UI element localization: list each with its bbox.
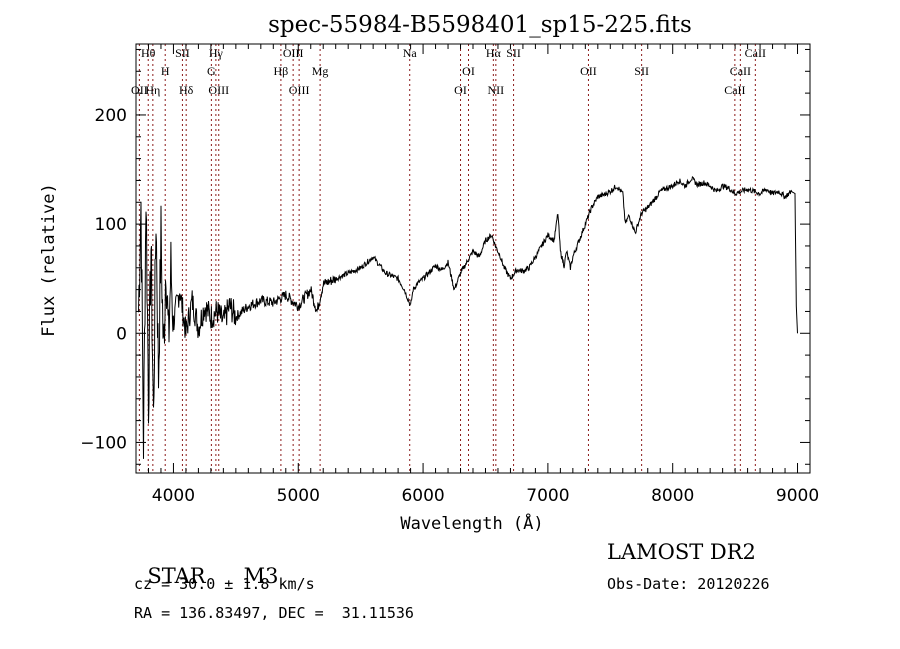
redshift-velocity: cz = 30.0 ± 1.8 km/s: [134, 575, 315, 593]
spectral-line-label: Hβ: [274, 64, 289, 78]
spectral-line-label: H: [161, 64, 170, 78]
spectrum-line: [138, 175, 798, 459]
object-subclass: M3: [243, 564, 279, 588]
x-axis-label: Wavelength (Å): [400, 512, 543, 534]
spectral-line-label: Hα: [486, 46, 502, 60]
y-tick-label: 200: [95, 106, 127, 126]
object-class: STAR M3: [134, 540, 278, 588]
spectral-line-label: G: [207, 64, 216, 78]
spectral-line-label: OII: [131, 83, 148, 97]
x-tick-label: 9000: [776, 486, 819, 506]
spectral-line-label: SII: [175, 46, 190, 60]
x-tick-label: 8000: [651, 486, 694, 506]
axis-ticks: [136, 44, 811, 473]
y-axis-label: Flux (relative): [39, 183, 59, 337]
y-tick-label: 100: [95, 215, 127, 235]
coordinates: RA = 136.83497, DEC = 31.11536: [134, 604, 414, 622]
spectral-line-label: OIII: [208, 83, 229, 97]
spectral-line-label: CaII: [730, 64, 751, 78]
survey-name: LAMOST DR2: [607, 540, 756, 564]
spectral-line-label: OII: [580, 64, 597, 78]
spectral-line-label: Hγ: [209, 46, 224, 60]
spectral-line-label: OIII: [283, 46, 304, 60]
x-tick-labels: 4000 5000 6000 7000 8000 9000: [152, 486, 819, 506]
spectral-lines: [138, 44, 756, 473]
spectral-line-label: Mg: [312, 64, 329, 78]
y-tick-label: 0: [116, 324, 127, 344]
spectral-line-label: Na: [403, 46, 418, 60]
spectral-line-label: OIII: [289, 83, 310, 97]
x-tick-label: 4000: [152, 486, 195, 506]
spectrum-series: [138, 175, 798, 459]
spectral-line-label: SII: [506, 46, 521, 60]
plot-frame: [135, 43, 811, 474]
spectral-line-label: NII: [488, 83, 505, 97]
x-tick-label: 5000: [277, 486, 320, 506]
spectral-line-label: SII: [634, 64, 649, 78]
x-tick-label: 7000: [526, 486, 569, 506]
x-tick-label: 6000: [401, 486, 444, 506]
y-tick-labels: −100 0 100 200: [80, 106, 127, 453]
spectral-line-label: CaII: [724, 83, 745, 97]
spectral-line-label: Hδ: [179, 83, 194, 97]
spectral-line-label: Hθ: [141, 46, 156, 60]
observation-date: Obs-Date: 20120226: [607, 575, 770, 593]
spectral-line-label: CaII: [745, 46, 766, 60]
spectral-line-labels: HθOIIHηSIIHHδHγGOIIIOIIIHβOIIIMgNaOIOIHα…: [131, 46, 766, 97]
spectral-line-label: OI: [454, 83, 467, 97]
object-class-label: STAR: [147, 564, 206, 588]
y-tick-label: −100: [80, 433, 127, 453]
spectral-line-label: OI: [462, 64, 475, 78]
spectral-line-label: Hη: [145, 83, 160, 97]
chart-title: spec-55984-B5598401_sp15-225.fits: [268, 12, 692, 38]
